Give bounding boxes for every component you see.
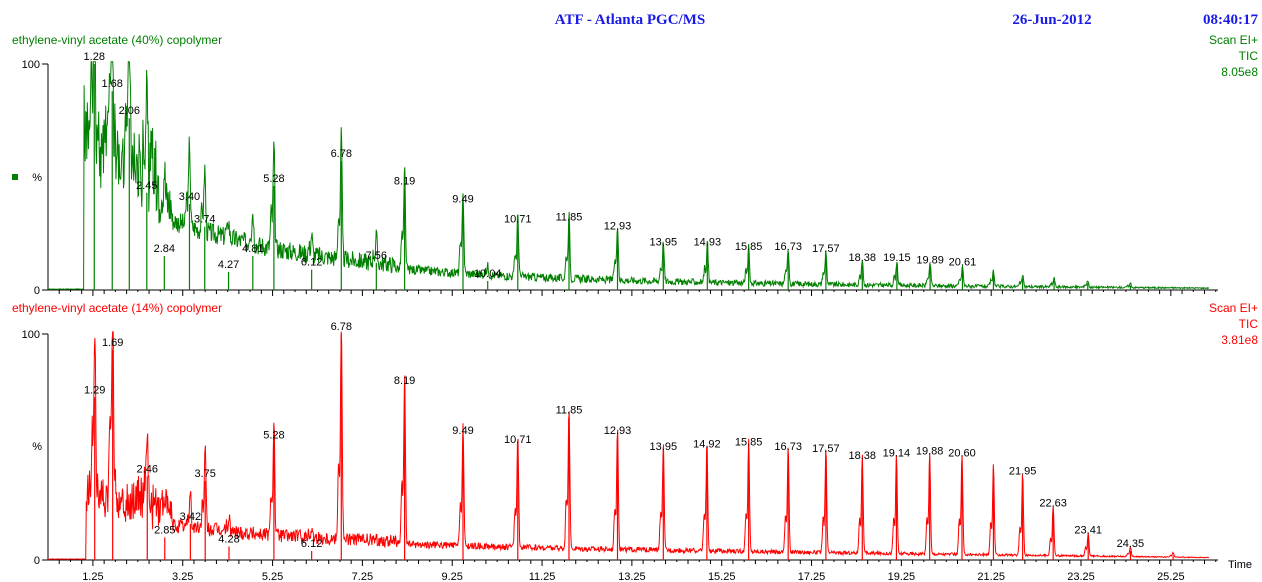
x-tick-label: 21.25	[977, 571, 1005, 582]
scan-mode-label: Scan EI+	[1209, 33, 1258, 47]
peak-label: 1.68	[102, 78, 123, 90]
detector-label: TIC	[1239, 49, 1259, 63]
peak-label: 9.49	[452, 425, 473, 437]
x-tick-label: 17.25	[798, 571, 826, 582]
peak-label: 16.73	[774, 441, 802, 453]
peak-label: 4.28	[218, 533, 239, 545]
y-tick-label: 0	[34, 285, 40, 297]
peak-label: 1.29	[84, 384, 105, 396]
peak-label: 19.14	[883, 448, 911, 460]
peak-label: 2.84	[154, 243, 175, 255]
x-tick-label: 23.25	[1067, 571, 1095, 582]
peak-label: 1.69	[102, 337, 123, 349]
scan-mode-label: Scan EI+	[1209, 301, 1258, 315]
peak-label: 13.95	[650, 236, 678, 248]
peak-label: 6.12	[301, 538, 322, 550]
y-axis-label: %	[32, 172, 42, 184]
peak-label: 12.93	[604, 425, 632, 437]
chromatogram-trace	[48, 331, 1210, 560]
y-axis-label: %	[32, 441, 42, 453]
x-axis-label: Time	[1228, 559, 1252, 571]
peak-label: 15.85	[735, 241, 763, 253]
peak-label: 6.78	[331, 321, 352, 333]
peak-label: 14.92	[693, 439, 721, 451]
peak-label: 2.06	[119, 105, 140, 117]
peak-label: 8.19	[394, 375, 415, 387]
x-tick-label: 11.25	[529, 571, 556, 582]
peak-label: 4.27	[218, 259, 239, 271]
peak-label: 16.73	[774, 241, 802, 253]
peak-label: 1.28	[84, 51, 105, 63]
peak-label: 23.41	[1074, 524, 1102, 536]
chromatogram-panel-2: ethylene-vinyl acetate (14%) copolymer Sc…	[12, 301, 1258, 582]
peak-label: 5.28	[263, 429, 284, 441]
x-tick-label: 19.25	[888, 571, 916, 582]
panel-title: ethylene-vinyl acetate (14%) copolymer	[12, 301, 222, 315]
x-tick-label: 7.25	[352, 571, 373, 582]
x-tick-label: 3.25	[172, 571, 193, 582]
peak-label: 6.12	[301, 257, 322, 269]
report-date: 26-Jun-2012	[1012, 12, 1091, 28]
peak-label: 19.88	[916, 445, 944, 457]
peak-label: 2.45	[136, 180, 157, 192]
peak-label: 24.35	[1117, 538, 1145, 550]
y-tick-label: 100	[22, 59, 40, 71]
peak-label: 7.56	[366, 250, 387, 262]
y-tick-label: 0	[34, 555, 40, 567]
peak-label: 9.49	[452, 193, 473, 205]
peak-label: 18.38	[849, 252, 877, 264]
x-tick-label: 5.25	[262, 571, 283, 582]
report-title: ATF - Atlanta PGC/MS	[555, 12, 705, 28]
peak-label: 11.85	[556, 405, 583, 417]
peak-label: 14.93	[694, 236, 722, 248]
x-tick-label: 25.25	[1157, 571, 1185, 582]
peak-label: 18.38	[849, 450, 877, 462]
peak-label: 19.89	[916, 254, 944, 266]
peak-label: 2.46	[137, 463, 158, 475]
peak-label: 17.57	[812, 243, 840, 255]
peak-label: 4.81	[242, 243, 263, 255]
chromatogram-panel-1: ethylene-vinyl acetate (40%) copolymer Sc…	[12, 33, 1258, 297]
peak-label: 10.04	[474, 268, 502, 280]
peak-label: 3.42	[180, 511, 201, 523]
peak-label: 2.85	[154, 524, 175, 536]
peak-label: 19.15	[883, 252, 911, 264]
peak-label: 6.78	[331, 148, 352, 160]
x-tick-label: 1.25	[82, 571, 103, 582]
peak-label: 21.95	[1009, 466, 1037, 478]
peak-label: 10.71	[504, 214, 532, 226]
peak-label: 3.40	[179, 191, 200, 203]
intensity-label: 3.81e8	[1221, 333, 1258, 347]
peak-label: 20.61	[949, 257, 977, 269]
x-tick-label: 15.25	[708, 571, 736, 582]
peak-label: 11.85	[556, 211, 583, 223]
peak-label: 17.57	[812, 443, 840, 455]
x-tick-label: 13.25	[618, 571, 646, 582]
panel-title: ethylene-vinyl acetate (40%) copolymer	[12, 33, 222, 47]
peak-label: 15.85	[735, 436, 763, 448]
peak-label: 12.93	[604, 221, 632, 233]
x-tick-label: 9.25	[442, 571, 463, 582]
peak-label: 10.71	[504, 434, 532, 446]
peak-label: 3.74	[194, 214, 215, 226]
y-tick-label: 100	[22, 329, 40, 341]
peak-label: 13.95	[650, 441, 678, 453]
detector-label: TIC	[1239, 317, 1259, 331]
peak-label: 8.19	[394, 175, 415, 187]
peak-label: 3.75	[194, 468, 215, 480]
report-time: 08:40:17	[1203, 12, 1258, 28]
peak-label: 5.28	[263, 173, 284, 185]
peak-label: 22.63	[1039, 497, 1067, 509]
series-color-swatch	[12, 174, 18, 180]
intensity-label: 8.05e8	[1221, 65, 1258, 79]
peak-label: 20.60	[948, 448, 976, 460]
chromatogram-trace	[48, 61, 1210, 291]
